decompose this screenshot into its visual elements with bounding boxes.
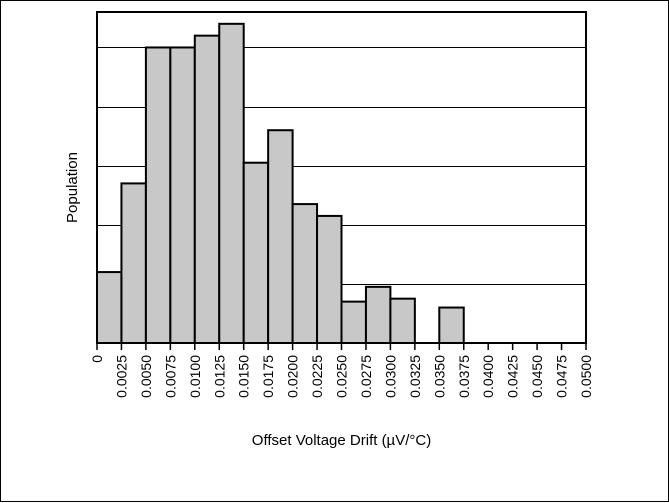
- histogram-bar: [291, 203, 319, 344]
- x-tick-label: 0.0150: [236, 355, 252, 398]
- x-axis-label: Offset Voltage Drift (µV/°C): [252, 432, 431, 449]
- x-ticks: [96, 343, 587, 350]
- histogram-bar: [389, 297, 416, 345]
- x-tick-label: 0.0225: [309, 355, 325, 398]
- x-tick-label: 0.0075: [162, 355, 178, 398]
- histogram-bar: [169, 46, 196, 344]
- x-tick-label: 0.0475: [554, 355, 570, 398]
- histogram-bar: [267, 129, 294, 344]
- histogram-bar: [242, 161, 270, 344]
- x-tick-label: 0.0175: [260, 355, 276, 398]
- x-tick-label: 0.0275: [358, 355, 374, 398]
- x-tick-label: 0.0125: [211, 355, 227, 398]
- histogram-bar: [218, 22, 245, 344]
- x-tick-label: 0: [89, 355, 105, 363]
- x-tick-label: 0.0350: [431, 355, 447, 398]
- x-tick-label: 0.0250: [334, 355, 350, 398]
- x-tick-label: 0.0450: [529, 355, 545, 398]
- x-tick-label: 0.0300: [382, 355, 398, 398]
- histogram-bar: [144, 46, 172, 344]
- x-tick-label: 0.0100: [187, 355, 203, 398]
- x-tick-label: 0.0050: [138, 355, 154, 398]
- histogram-bar: [340, 300, 367, 344]
- x-tick-labels: 0 0.0025 0.0050 0.0075 0.0100 0.0125 0.0150 0.0…: [89, 355, 594, 398]
- x-tick-label: 0.0200: [285, 355, 301, 398]
- histogram-bar: [96, 271, 123, 345]
- x-tick-label: 0.0425: [505, 355, 521, 398]
- x-tick-label: 0.0375: [456, 355, 472, 398]
- histogram-bar: [438, 306, 465, 344]
- x-tick-label: 0.0025: [113, 355, 129, 398]
- bars: [96, 22, 465, 345]
- histogram-bar: [316, 214, 343, 345]
- x-tick-label: 0.0325: [407, 355, 423, 398]
- x-tick-label: 0.0500: [578, 355, 594, 398]
- histogram-bar: [120, 182, 147, 344]
- x-tick-label: 0.0400: [480, 355, 496, 398]
- histogram-bar: [364, 285, 392, 344]
- histogram-bar: [193, 34, 221, 345]
- y-axis-label: Population: [64, 152, 81, 223]
